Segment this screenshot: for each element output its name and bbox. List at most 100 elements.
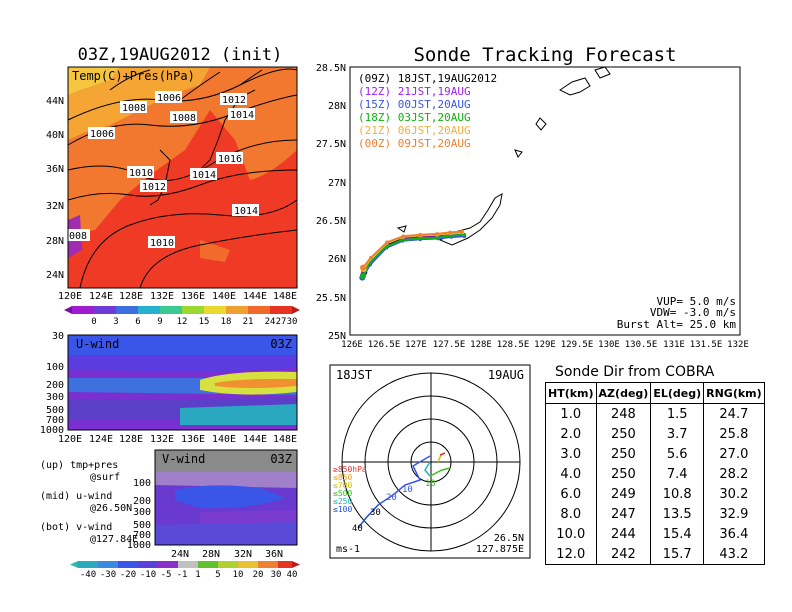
surface-title: 03Z,19AUG2012 (init): [78, 45, 283, 65]
vwind-label: V-wind: [162, 452, 205, 466]
uwind-panel: U-wind 03Z 30 100 200 300 500 700 1000 1…: [40, 331, 298, 445]
hodograph-labels: 10 10 20 30 40: [352, 479, 436, 534]
x-tick-label: 28N: [202, 549, 220, 560]
polar-lat: 26.5N: [494, 533, 524, 544]
legend-mid-sub: @26.50N: [90, 503, 132, 514]
table-row: 2.0 250 3.7 25.8: [545, 424, 765, 444]
y-tick-label: 36N: [46, 164, 64, 175]
track-line-5: [362, 230, 462, 269]
colorbar-tick: 5: [215, 570, 220, 580]
speed-label: 10: [425, 479, 436, 489]
warm-patch: [200, 240, 230, 262]
y-tick-label: 28N: [46, 236, 64, 247]
cell-el: 13.5: [650, 504, 705, 524]
vup-text: VUP= 5.0 m/s: [657, 295, 736, 308]
colorbar-tick: 0: [91, 317, 96, 327]
pressure-legend: ≥850hPa ≤850 ≤700 ≤500 ≤250 ≤100: [333, 465, 367, 514]
isobar-label: 1010: [150, 238, 174, 249]
pressure-legend-item: ≤100: [333, 505, 352, 514]
track-point: [360, 264, 366, 271]
panel-legend: (up) tmp+pres @surf (mid) u-wind @26.50N…: [40, 460, 138, 545]
x-tick-label: 129.5E: [561, 340, 594, 350]
isobar-label: 1006: [157, 93, 181, 104]
header-el: EL(deg): [650, 382, 705, 404]
x-tick-label: 126E: [341, 340, 363, 350]
y-tick-label: 30: [52, 331, 64, 342]
legend-entry-21z: (21Z) 06JST,20AUG: [358, 124, 471, 137]
y-tick-label: 100: [133, 478, 151, 489]
cell-ht: 10.0: [545, 524, 597, 544]
isobar-label: 1008: [172, 113, 196, 124]
track-point: [400, 238, 404, 242]
isobar-labels: 1006 1008 1006 1008 1012 1014 1016 1010 …: [68, 91, 259, 249]
isobar-label: 1006: [90, 129, 114, 140]
legend-mid: (mid) u-wind: [40, 491, 112, 502]
y-tick-label: 700: [133, 530, 151, 541]
header-rng: RNG(km): [703, 382, 765, 404]
x-tick-label: 127.5E: [433, 340, 466, 350]
x-tick-label: 136E: [181, 291, 205, 302]
cell-ht: 4.0: [545, 464, 597, 484]
y-tick-label: 700: [46, 415, 64, 426]
x-tick-label: 148E: [273, 434, 297, 445]
cell-ht: 6.0: [545, 484, 597, 504]
surface-frame: [67, 66, 298, 289]
polar-date: 19AUG: [488, 368, 524, 382]
pressure-legend-item: ≤700: [333, 481, 352, 490]
x-tick-label: 128E: [119, 434, 143, 445]
table-row: 6.0 249 10.8 30.2: [545, 484, 765, 504]
x-tick-label: 136E: [181, 434, 205, 445]
x-tick-label: 124E: [89, 434, 113, 445]
pressure-legend-item: ≤850: [333, 473, 352, 482]
isobar-label: 1008: [122, 103, 146, 114]
cell-rng: 36.4: [703, 524, 765, 544]
colorbar-tick: 24: [265, 317, 276, 327]
table-row: 12.0 242 15.7 43.2: [545, 544, 765, 565]
cell-rng: 43.2: [703, 544, 765, 565]
cell-el: 5.6: [650, 444, 705, 464]
track-point: [369, 255, 373, 260]
cooler-land: [68, 67, 120, 95]
colorbar-tick: 15: [199, 317, 210, 327]
x-tick-label: 24N: [171, 549, 189, 560]
colorbar-tick: 3: [113, 317, 118, 327]
islands: [396, 66, 611, 246]
colorbar-tick: -1: [177, 570, 188, 580]
x-tick-label: 144E: [243, 434, 267, 445]
y-tick-label: 24N: [46, 270, 64, 281]
x-tick-label: 131E: [663, 340, 685, 350]
hodograph: [357, 452, 451, 529]
isobar-label: 1014: [234, 206, 258, 217]
x-tick-label: 144E: [243, 291, 267, 302]
x-tick-label: 124E: [89, 291, 113, 302]
legend-bot: (bot) v-wind: [40, 522, 112, 533]
vwind-panel: V-wind 03Z 100 200 300 500 700 1000 24N …: [70, 449, 300, 580]
cell-el: 7.4: [650, 464, 705, 484]
colorbar-tick: -40: [80, 570, 96, 580]
vwind-y-ticks: 100 200 300 500 700 1000: [127, 478, 151, 551]
y-tick-label: 27.5N: [316, 139, 346, 150]
sonde-dir-table: HT(km) AZ(deg) EL(deg) RNG(km) 1.0 248 1.5…: [545, 382, 765, 565]
x-tick-label: 130.5E: [625, 340, 658, 350]
legend-up: (up) tmp+pres: [40, 460, 118, 471]
table-row: 1.0 248 1.5 24.7: [545, 403, 765, 424]
cell-ht: 2.0: [545, 424, 597, 444]
surface-label: Temp(C)+Pres(hPa): [72, 69, 195, 83]
x-tick-label: 128.5E: [497, 340, 530, 350]
uwind-frame: [67, 334, 298, 431]
polar-time: 18JST: [336, 368, 372, 382]
surface-y-ticks: 44N 40N 36N 32N 28N 24N: [46, 96, 64, 281]
y-tick-label: 25N: [328, 331, 346, 342]
legend-bot-sub: @127.84E: [90, 534, 138, 545]
tracking-frame: [349, 66, 741, 336]
ascent-params: VUP= 5.0 m/s VDW= -3.0 m/s Burst Alt= 25…: [617, 295, 737, 331]
cell-el: 1.5: [650, 403, 705, 424]
vwind-colorbar-ticks: -40 -30 -20 -10 -5 -1 1 5 10 20 30 40: [80, 570, 298, 580]
track-point: [435, 232, 439, 236]
x-tick-label: 129E: [534, 340, 556, 350]
speed-label: 20: [386, 493, 397, 503]
cell-el: 15.7: [650, 544, 705, 565]
x-tick-label: 126.5E: [368, 340, 401, 350]
cell-rng: 28.2: [703, 464, 765, 484]
colorbar-tick: 9: [157, 317, 162, 327]
